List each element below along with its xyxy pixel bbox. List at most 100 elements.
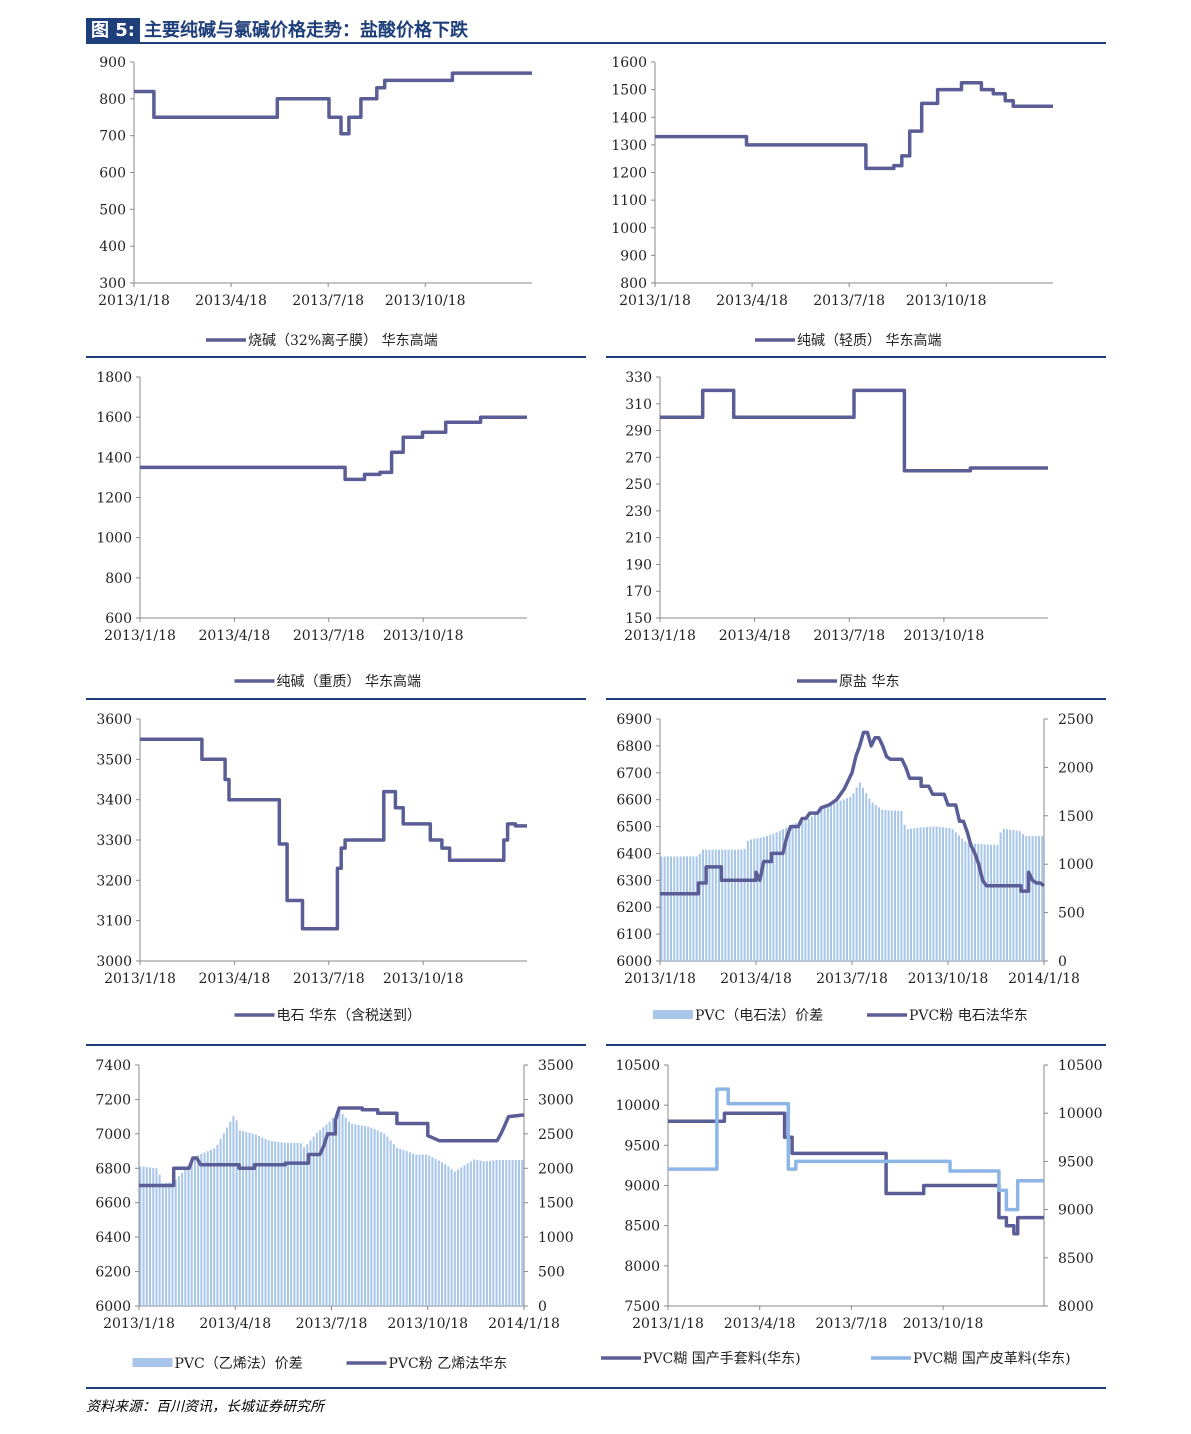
x-tick-label: 2013/7/18 xyxy=(292,293,364,309)
series-line xyxy=(668,1087,1044,1212)
bar xyxy=(775,832,778,961)
x-tick-label: 2013/4/18 xyxy=(199,1316,271,1332)
bar xyxy=(254,1134,257,1306)
series-line xyxy=(140,415,527,482)
bar xyxy=(235,1120,238,1306)
legend-label: PVC粉 乙烯法华东 xyxy=(389,1356,508,1372)
bar xyxy=(354,1124,357,1306)
bar xyxy=(676,856,679,961)
bar xyxy=(919,827,922,961)
bar xyxy=(724,849,727,961)
bar xyxy=(692,856,695,961)
legend-label: PVC粉 电石法华东 xyxy=(909,1008,1028,1024)
x-tick-label: 2013/1/18 xyxy=(624,971,696,987)
bar xyxy=(1012,830,1015,961)
y2-tick-label: 9000 xyxy=(1058,1203,1094,1219)
bar xyxy=(145,1167,148,1306)
bar xyxy=(980,844,983,961)
bar xyxy=(437,1160,440,1306)
bar xyxy=(424,1154,427,1306)
bar xyxy=(421,1154,424,1306)
y-tick-label: 1300 xyxy=(611,138,647,154)
bar xyxy=(203,1152,206,1306)
bar xyxy=(673,856,676,961)
bar xyxy=(328,1121,331,1306)
bar xyxy=(778,830,781,961)
x-tick-label: 2013/1/18 xyxy=(98,293,170,309)
bar xyxy=(431,1157,434,1306)
bar xyxy=(990,844,992,961)
bar xyxy=(219,1139,222,1306)
series-line xyxy=(655,80,1053,171)
x-tick-label: 2013/1/18 xyxy=(619,293,691,309)
bar xyxy=(200,1153,203,1306)
bar xyxy=(447,1166,450,1306)
bar xyxy=(1034,836,1037,961)
legend-label: PVC糊 国产手套料(华东) xyxy=(643,1351,801,1367)
y-tick-label: 900 xyxy=(99,55,126,71)
bar xyxy=(299,1143,302,1306)
bar xyxy=(1018,831,1021,961)
bar xyxy=(746,840,749,961)
bar xyxy=(993,844,996,961)
y-tick-label: 1100 xyxy=(611,193,647,209)
x-tick-label: 2013/10/18 xyxy=(383,628,464,644)
bar xyxy=(948,828,951,961)
y-tick-label: 600 xyxy=(105,611,132,627)
bar xyxy=(871,802,874,961)
x-tick-label: 2013/10/18 xyxy=(387,1316,468,1332)
bar xyxy=(913,828,916,961)
y2-tick-label: 8000 xyxy=(1058,1299,1094,1315)
x-tick-label: 2013/1/18 xyxy=(103,1316,175,1332)
y-tick-label: 1400 xyxy=(611,110,647,126)
y2-tick-label: 2500 xyxy=(538,1127,574,1143)
y-tick-label: 6600 xyxy=(616,793,652,809)
y-tick-label: 500 xyxy=(99,202,126,218)
bar xyxy=(428,1155,431,1306)
figure-label: 图 5: xyxy=(86,18,140,44)
x-tick-label: 2013/7/18 xyxy=(816,1316,888,1332)
bar xyxy=(383,1133,386,1306)
bar xyxy=(833,803,836,961)
bar xyxy=(708,849,711,961)
legend-label: 纯碱（轻质） 华东高端 xyxy=(797,332,941,349)
y-tick-label: 600 xyxy=(99,166,126,182)
y2-tick-label: 0 xyxy=(1058,954,1067,970)
x-tick-label: 2013/4/18 xyxy=(198,971,270,987)
panel-rule xyxy=(86,356,586,358)
bar xyxy=(184,1169,187,1306)
bar xyxy=(769,834,772,961)
bar xyxy=(964,841,967,961)
bar xyxy=(929,826,932,961)
x-tick-label: 2013/7/18 xyxy=(813,628,885,644)
bar xyxy=(682,856,685,961)
header-rule xyxy=(86,42,1106,44)
y-tick-label: 1200 xyxy=(611,166,647,182)
bar xyxy=(794,823,797,961)
series-line xyxy=(139,1106,525,1188)
figure-title: 主要纯碱与氯碱价格走势：盐酸价格下跌 xyxy=(144,20,468,41)
x-tick-label: 2013/4/18 xyxy=(716,293,788,309)
bar xyxy=(489,1160,492,1306)
bar xyxy=(482,1161,485,1306)
bar xyxy=(887,810,890,961)
y-tick-label: 6800 xyxy=(95,1161,131,1177)
y-tick-label: 900 xyxy=(620,248,647,264)
y-tick-label: 290 xyxy=(625,424,652,440)
x-tick-label: 2013/10/18 xyxy=(383,971,464,987)
bar xyxy=(823,808,826,961)
bar xyxy=(974,843,976,961)
y-tick-label: 10500 xyxy=(615,1058,660,1074)
y-tick-label: 1800 xyxy=(96,370,132,386)
bar xyxy=(983,844,986,961)
bar xyxy=(1038,836,1040,961)
y-tick-label: 3300 xyxy=(96,833,132,849)
bar xyxy=(161,1183,164,1306)
bar xyxy=(261,1137,264,1306)
bar xyxy=(817,811,820,961)
x-tick-label: 2013/1/18 xyxy=(624,628,696,644)
bar xyxy=(466,1163,469,1306)
bar xyxy=(721,849,724,961)
